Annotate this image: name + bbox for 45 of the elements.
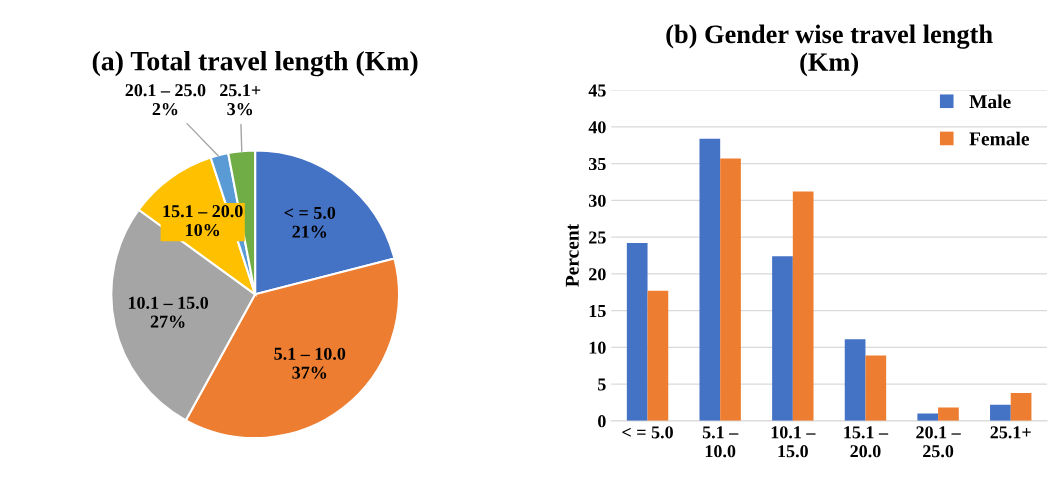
x-tick-label: < = 5.0	[622, 426, 673, 439]
slice-label: < = 5.0	[284, 206, 336, 219]
y-tick-label: 5	[598, 378, 606, 391]
y-axis-title: Percent	[565, 223, 579, 287]
legend-label: Male	[969, 94, 1011, 109]
bar	[938, 407, 959, 421]
bar	[720, 158, 741, 421]
y-tick-label: 0	[598, 415, 606, 428]
data-label: 21%	[292, 225, 327, 238]
slice-label: 15.1 – 20.0	[163, 205, 243, 218]
y-tick-label: 15	[589, 304, 606, 318]
bar	[917, 413, 939, 421]
y-tick-label: 40	[588, 121, 606, 134]
bar	[865, 355, 887, 421]
bar	[772, 256, 793, 421]
data-label: 10%	[186, 223, 220, 237]
y-tick-label: 30	[588, 194, 606, 207]
slice-label: 5.1 – 10.0	[274, 347, 346, 360]
slice-label: 25.1+	[220, 84, 261, 97]
bar	[699, 138, 721, 421]
y-tick-label: 10	[589, 341, 606, 354]
data-label: 2%	[152, 102, 178, 116]
x-tick-label: 10.1 – 15.0	[771, 426, 816, 458]
bar	[844, 339, 866, 421]
data-label: 27%	[150, 315, 185, 328]
x-tick-label: 25.1+	[990, 426, 1031, 439]
y-tick-label: 35	[588, 157, 606, 171]
x-tick-label: 15.1 – 20.0	[844, 426, 889, 458]
bar	[792, 191, 814, 421]
legend-label: Female	[969, 131, 1030, 146]
bar	[990, 404, 1011, 421]
bar	[626, 243, 648, 421]
slice-label: 10.1 – 15.0	[128, 296, 209, 309]
chart-title: (a) Total travel length (Km)	[92, 50, 418, 77]
y-tick-label: 25	[589, 231, 606, 244]
y-tick-label: 45	[588, 84, 606, 97]
x-tick-label: 5.1 – 10.0	[702, 426, 739, 458]
chart-title: (b) Gender wise travel length (Km)	[666, 24, 993, 77]
x-tick-label: 20.1 – 25.0	[916, 426, 961, 458]
slice-label: 20.1 – 25.0	[125, 84, 206, 97]
y-tick-label: 20	[589, 268, 606, 281]
bar	[1010, 392, 1032, 421]
data-label: 3%	[227, 102, 253, 116]
bar	[647, 290, 669, 421]
data-label: 37%	[292, 366, 327, 379]
